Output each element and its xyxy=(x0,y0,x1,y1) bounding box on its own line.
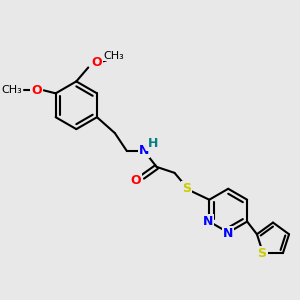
Text: O: O xyxy=(32,84,42,97)
Text: S: S xyxy=(182,182,191,195)
Text: O: O xyxy=(130,174,141,187)
Text: CH₃: CH₃ xyxy=(2,85,22,95)
Text: N: N xyxy=(203,215,214,228)
Text: N: N xyxy=(223,227,233,240)
Text: S: S xyxy=(258,247,267,260)
Text: CH₃: CH₃ xyxy=(104,51,124,61)
Text: N: N xyxy=(139,145,149,158)
Text: H: H xyxy=(148,136,158,149)
Text: O: O xyxy=(91,56,101,69)
